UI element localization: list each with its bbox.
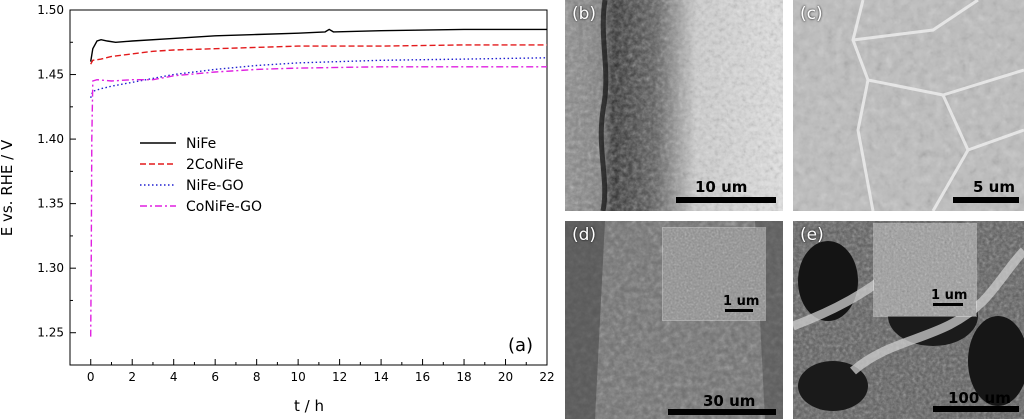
y-tick-label: 1.30 — [37, 261, 64, 275]
scale-bar-d — [668, 409, 776, 415]
inset-image-d — [662, 227, 766, 321]
scale-bar-label-c: 5 um — [973, 178, 1015, 196]
scale-bar-label-e: 100 um — [948, 389, 1011, 407]
inset-scale-bar-label-d: 1 um — [723, 294, 760, 309]
y-tick-label: 1.25 — [37, 326, 64, 340]
panel-label-a: (a) — [508, 335, 533, 356]
panel-label-d: (d) — [572, 225, 597, 245]
stability-chart: 0 2 4 6 8 10 12 14 16 18 20 22 1.25 1.30 1.35 1.40 1.45 1… — [0, 3, 555, 415]
legend-label: NiFe-GO — [186, 178, 244, 194]
x-tick-label: 12 — [332, 370, 347, 384]
series-line-nife-go — [90, 57, 548, 99]
panel-label-e: (e) — [800, 225, 824, 245]
y-tick-label: 1.45 — [37, 68, 64, 82]
x-tick-label: 16 — [415, 370, 430, 384]
scale-bar-label-b: 10 um — [695, 178, 748, 196]
x-tick-label: 14 — [373, 370, 388, 384]
chart-legend: NiFe 2CoNiFe NiFe-GO CoNiFe-GO — [140, 136, 262, 215]
x-tick-label: 4 — [170, 370, 178, 384]
y-tick-label: 1.50 — [37, 3, 64, 17]
sem-panel-b: (b) 10 um — [565, 0, 783, 211]
x-tick-label: 22 — [539, 370, 554, 384]
sem-image-c — [793, 0, 1024, 211]
sem-panel-d: (d) 1 um 30 um — [565, 221, 783, 419]
x-tick-label: 10 — [290, 370, 305, 384]
legend-label: CoNiFe-GO — [186, 199, 262, 215]
scale-bar-label-d: 30 um — [703, 392, 756, 410]
x-tick-label: 20 — [498, 370, 513, 384]
y-tick-label: 1.40 — [37, 132, 64, 146]
inset-image-e — [873, 223, 977, 317]
plot-frame — [69, 9, 548, 366]
panel-label-c: (c) — [800, 4, 823, 24]
x-tick-label: 8 — [253, 370, 261, 384]
scale-bar-e — [933, 406, 1019, 412]
scale-bar-c — [953, 197, 1019, 203]
inset-scale-bar-d — [725, 309, 753, 312]
y-axis-label: E vs. RHE / V — [0, 139, 16, 236]
legend-label: 2CoNiFe — [186, 157, 244, 173]
x-tick-label: 6 — [211, 370, 219, 384]
scale-bar-b — [676, 197, 776, 203]
x-tick-label: 2 — [128, 370, 136, 384]
inset-scale-bar-label-e: 1 um — [931, 288, 968, 303]
x-tick-label: 18 — [456, 370, 471, 384]
inset-scale-bar-e — [933, 303, 963, 306]
sem-panel-c: (c) 5 um — [793, 0, 1024, 211]
legend-label: NiFe — [186, 136, 216, 152]
series-line-2conife — [90, 44, 547, 65]
x-tick-label: 0 — [87, 370, 95, 384]
y-tick-label: 1.35 — [37, 197, 64, 211]
x-axis-label: t / h — [294, 397, 324, 415]
sem-image-b — [565, 0, 783, 211]
sem-panel-e: (e) 1 um 100 um — [793, 221, 1024, 419]
series-line-nife — [90, 28, 547, 62]
series-line-conife-go — [90, 66, 547, 337]
panel-label-b: (b) — [572, 4, 597, 24]
